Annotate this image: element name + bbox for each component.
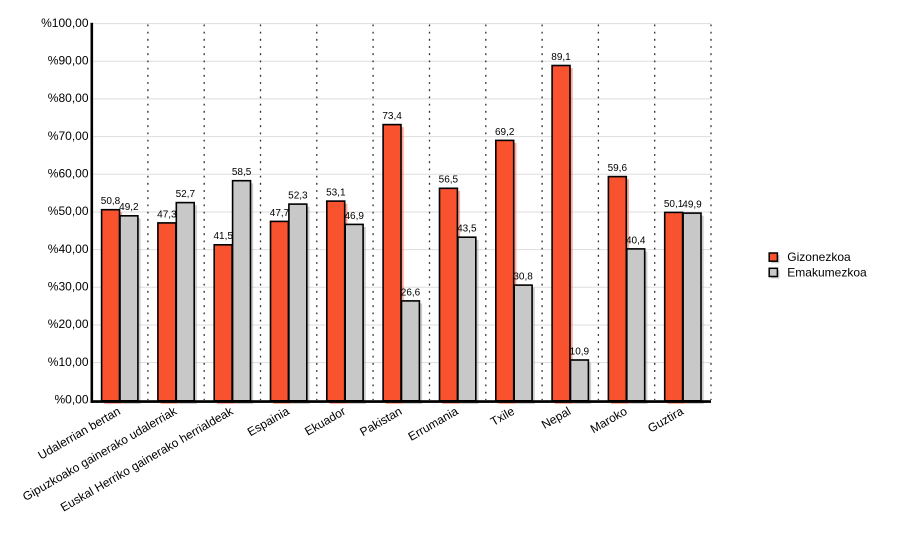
svg-text:47,3: 47,3 [157, 209, 177, 220]
svg-text:%90,00: %90,00 [48, 54, 89, 68]
svg-text:%40,00: %40,00 [48, 242, 89, 256]
svg-text:50,1: 50,1 [664, 199, 684, 210]
svg-text:58,5: 58,5 [232, 167, 252, 178]
svg-text:49,9: 49,9 [682, 200, 702, 211]
svg-text:%30,00: %30,00 [48, 280, 89, 294]
svg-text:%70,00: %70,00 [48, 129, 89, 143]
svg-text:40,4: 40,4 [626, 235, 646, 246]
svg-text:%60,00: %60,00 [48, 167, 89, 181]
svg-text:69,2: 69,2 [495, 127, 515, 138]
svg-text:73,4: 73,4 [382, 111, 402, 122]
svg-text:59,6: 59,6 [608, 163, 628, 174]
svg-text:%20,00: %20,00 [48, 317, 89, 331]
svg-text:49,2: 49,2 [119, 202, 139, 213]
svg-text:46,9: 46,9 [344, 211, 364, 222]
svg-text:%50,00: %50,00 [48, 204, 89, 218]
svg-text:26,6: 26,6 [401, 287, 421, 298]
svg-text:%100,00: %100,00 [41, 16, 89, 30]
svg-text:30,8: 30,8 [513, 272, 533, 283]
svg-text:%80,00: %80,00 [48, 91, 89, 105]
svg-text:47,7: 47,7 [270, 208, 290, 219]
svg-text:41,5: 41,5 [213, 231, 233, 242]
svg-text:43,5: 43,5 [457, 224, 477, 235]
svg-text:56,5: 56,5 [439, 175, 459, 186]
svg-text:50,8: 50,8 [101, 196, 121, 207]
svg-text:52,7: 52,7 [176, 189, 196, 200]
svg-text:53,1: 53,1 [326, 188, 346, 199]
svg-text:10,9: 10,9 [570, 346, 590, 357]
svg-text:89,1: 89,1 [551, 52, 571, 63]
svg-text:%0,00: %0,00 [54, 393, 88, 407]
svg-text:52,3: 52,3 [288, 191, 308, 202]
svg-text:Gizonezkoa: Gizonezkoa [787, 250, 851, 264]
svg-text:Emakumezkoa: Emakumezkoa [787, 265, 867, 279]
svg-text:%10,00: %10,00 [48, 355, 89, 369]
